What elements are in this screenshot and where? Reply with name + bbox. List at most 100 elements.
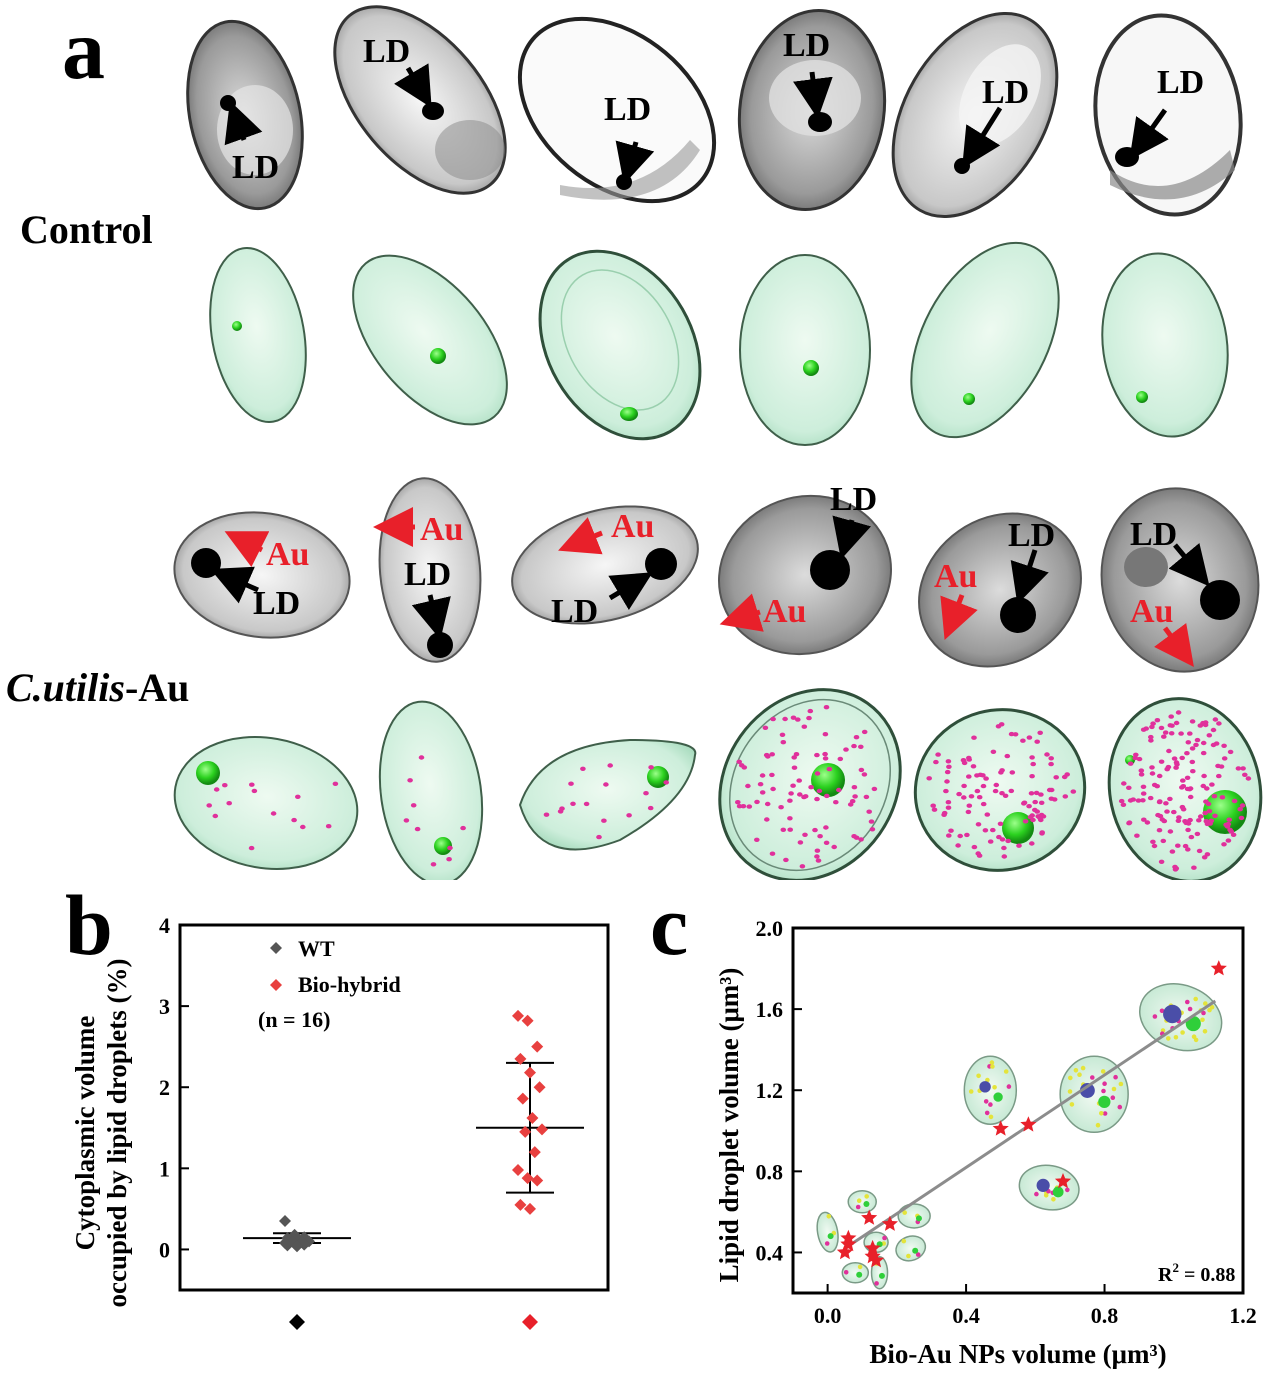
au-particle: [769, 772, 775, 778]
au-particle: [430, 862, 437, 867]
au-particle: [332, 781, 339, 786]
au-particle: [814, 854, 820, 859]
au-particle: [1203, 819, 1210, 824]
au-particle: [1189, 719, 1196, 724]
cell-inset-particle: [1073, 1068, 1079, 1073]
hybrid-tomogram-row: LD Au LD Au LD Au LD Au LD Au LD Au: [173, 477, 1260, 673]
au-particle: [1016, 843, 1022, 848]
data-point: [512, 1009, 524, 1022]
au-particle: [754, 837, 760, 842]
chart-b: Cytoplasmic volume occupied by lipid dro…: [70, 913, 610, 1330]
data-point: [531, 1040, 544, 1053]
au-particle: [212, 813, 219, 819]
cell-inset-particle: [1110, 1095, 1116, 1100]
cell-inset-droplet: [1098, 1095, 1111, 1108]
au-particle: [1034, 809, 1040, 814]
au-particle: [1156, 828, 1163, 833]
au-particle: [291, 817, 297, 823]
au-particle: [976, 795, 983, 800]
cell-inset-particle: [1099, 1111, 1104, 1116]
data-point: [514, 1198, 527, 1211]
cell-inset-particle: [824, 1241, 830, 1246]
au-particle: [778, 805, 784, 810]
cell-inset-particle: [1118, 1081, 1124, 1087]
cell-inset-particle: [864, 1194, 869, 1199]
au-particle: [1038, 792, 1044, 797]
au-particle: [997, 821, 1004, 826]
data-point: [864, 1248, 881, 1264]
tomogram-cell: [333, 5, 507, 195]
au-particle: [970, 764, 977, 769]
cell-inset-particle: [1193, 996, 1198, 1002]
au-particle: [861, 772, 868, 777]
cell-inset-particle: [915, 1252, 921, 1257]
au-particle: [1149, 771, 1156, 776]
ld-label: LD: [604, 91, 651, 128]
au-particle: [817, 834, 823, 839]
au-particle: [1038, 800, 1045, 805]
au-particle: [823, 705, 830, 710]
au-particle: [745, 783, 751, 789]
au-particle: [1004, 753, 1011, 759]
au-particle: [746, 804, 753, 809]
au-particle: [1215, 763, 1221, 769]
cell-inset-particle: [1080, 1065, 1086, 1071]
au-particle: [791, 765, 798, 770]
data-point: [281, 1239, 294, 1252]
au-particle: [871, 786, 878, 792]
au-particle: [1179, 755, 1185, 761]
au-particle: [1206, 809, 1213, 814]
row-label-control: Control: [20, 207, 153, 252]
ytick-label: 0.8: [756, 1159, 784, 1184]
ytick-label: 4: [159, 913, 170, 938]
cell-inset-particle: [856, 1198, 862, 1203]
xtick-label: 0.8: [1091, 1303, 1119, 1328]
au-particle: [1238, 815, 1245, 821]
au-particle: [976, 853, 983, 858]
au-particle: [808, 785, 814, 790]
cell-inset-droplet: [1163, 1004, 1182, 1024]
au-particle: [1182, 819, 1188, 824]
au-particle: [1225, 838, 1232, 843]
cell-inset-particle: [1152, 1014, 1158, 1019]
ytick-label: 1: [159, 1156, 170, 1181]
au-particle: [1138, 772, 1145, 777]
data-point: [836, 1243, 853, 1260]
chart-b-plot: [243, 1009, 584, 1253]
au-particle: [801, 794, 807, 800]
ld-label: LD: [830, 481, 877, 518]
au-particle: [1235, 766, 1242, 771]
au-particle: [945, 800, 952, 805]
chart-c-axes: 0.0 0.4 0.8 1.2 0.4 0.8 1.2 1.6 2.0: [756, 916, 1257, 1328]
au-particle: [1037, 730, 1043, 735]
au-particle: [1169, 723, 1175, 728]
au-particle: [779, 732, 786, 737]
au-particle: [1147, 795, 1154, 801]
au-particle: [814, 752, 820, 758]
au-particle: [824, 793, 830, 799]
cell-inset-particle: [1159, 1008, 1165, 1014]
au-particle: [1219, 795, 1226, 800]
au-particle: [961, 795, 967, 800]
au-particle: [410, 803, 417, 808]
cell-inset-particle: [1003, 1069, 1009, 1074]
chart-b-frame: [178, 923, 610, 1292]
au-particle: [770, 786, 776, 792]
chart-c-xlabel: Bio-Au NPs volume (μm³): [869, 1339, 1166, 1369]
au-particle: [769, 851, 776, 856]
ld-label: LD: [232, 149, 279, 186]
xaxis-marker-hybrid: [522, 1314, 538, 1330]
au-particle: [802, 832, 808, 837]
au-particle: [1179, 785, 1185, 790]
au-label: Au: [266, 536, 309, 573]
au-particle: [1009, 770, 1016, 775]
au-particle: [823, 825, 829, 830]
au-particle: [780, 740, 787, 745]
ld-label: LD: [404, 556, 451, 593]
au-particle: [1039, 830, 1045, 835]
au-particle: [797, 840, 804, 845]
au-particle: [783, 857, 789, 863]
au-particle: [943, 788, 949, 794]
au-particle: [787, 827, 793, 832]
au-particle: [1029, 755, 1035, 760]
